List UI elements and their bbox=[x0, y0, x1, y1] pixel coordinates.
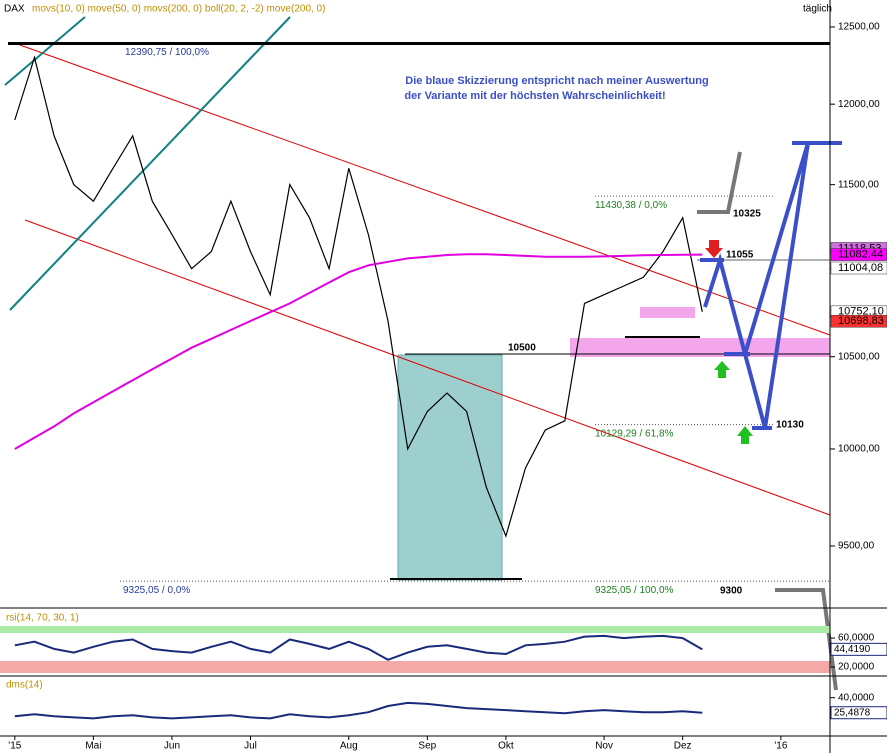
price-marker-label: 10752,10 bbox=[838, 306, 884, 318]
price-marker bbox=[830, 248, 887, 261]
panel-title: dms(14) bbox=[6, 680, 43, 691]
annotation: 10325 bbox=[733, 209, 761, 220]
price-marker-label: 11082,44 bbox=[838, 248, 883, 260]
sketch-blue bbox=[743, 142, 810, 355]
level-label: 11430,38 / 0,0% bbox=[595, 200, 667, 211]
y-tick-label: 10500,00 bbox=[838, 351, 880, 362]
price-marker-label: 11004,08 bbox=[838, 262, 883, 274]
arrow-down bbox=[705, 240, 723, 258]
y-tick-label: 12000,00 bbox=[838, 99, 880, 110]
x-tick-label: Nov bbox=[595, 741, 613, 752]
x-tick-label: '16 bbox=[774, 741, 787, 752]
x-tick-label: Jun bbox=[164, 741, 180, 752]
data-line bbox=[14, 253, 703, 450]
sketch-grey bbox=[697, 151, 742, 214]
x-tick-label: Okt bbox=[498, 741, 514, 752]
chart-title: DAX bbox=[4, 4, 25, 15]
y-tick-label: 40,0000 bbox=[838, 692, 875, 703]
note: der Variante mit der höchsten Wahrschein… bbox=[404, 90, 665, 102]
annotation: 10500 bbox=[508, 343, 536, 354]
x-tick-label: '15 bbox=[8, 741, 21, 752]
last-value: 44,4190 bbox=[834, 644, 871, 655]
annotation: 9300 bbox=[720, 586, 743, 597]
price-marker bbox=[830, 314, 887, 328]
annotation: 10130 bbox=[776, 420, 804, 431]
indicators: movs(10, 0) move(50, 0) movs(200, 0) bol… bbox=[32, 4, 325, 15]
price-marker bbox=[830, 261, 887, 275]
y-tick-label: 11500,00 bbox=[838, 179, 879, 190]
range-box bbox=[397, 354, 503, 581]
x-tick-label: Aug bbox=[340, 741, 358, 752]
data-line bbox=[14, 55, 703, 538]
arrow-up bbox=[714, 361, 730, 378]
trend-line bbox=[4, 16, 86, 86]
value-box bbox=[830, 642, 887, 656]
value-box bbox=[830, 706, 887, 720]
y-tick-label: 9500,00 bbox=[838, 541, 875, 552]
channel-line bbox=[19, 44, 831, 336]
panel-title: rsi(14, 70, 30, 1) bbox=[6, 613, 79, 624]
rsi-band bbox=[0, 661, 830, 673]
y-tick-label: 10000,00 bbox=[838, 444, 880, 455]
y-tick-label: 12500,00 bbox=[838, 22, 880, 33]
level-label: 12390,75 / 100,0% bbox=[125, 47, 209, 58]
data-line bbox=[14, 701, 703, 720]
last-value: 25,4878 bbox=[834, 707, 871, 718]
note: Die blaue Skizzierung entspricht nach me… bbox=[405, 75, 708, 87]
annotation: 11055 bbox=[726, 250, 754, 261]
sketch-grey bbox=[775, 588, 838, 691]
zone bbox=[570, 338, 830, 357]
y-tick-label: 20,0000 bbox=[838, 662, 875, 673]
level-label: 10129,29 / 61,8% bbox=[595, 428, 674, 439]
price-marker-label: 10698,83 bbox=[838, 315, 884, 327]
channel-line bbox=[24, 219, 831, 516]
rsi-band bbox=[0, 626, 830, 633]
trend-line bbox=[9, 16, 291, 311]
zone bbox=[640, 307, 695, 318]
arrow-up bbox=[737, 426, 753, 444]
level-label: 9325,05 / 0,0% bbox=[123, 585, 190, 596]
x-tick-label: Dez bbox=[674, 741, 692, 752]
period: täglich bbox=[803, 4, 832, 15]
level-label: 9325,05 / 100,0% bbox=[595, 585, 674, 596]
data-line bbox=[14, 634, 703, 661]
x-tick-label: Jul bbox=[244, 741, 257, 752]
x-tick-label: Sep bbox=[418, 741, 436, 752]
x-tick-label: Mai bbox=[85, 741, 101, 752]
y-tick-label: 60,0000 bbox=[838, 633, 875, 644]
